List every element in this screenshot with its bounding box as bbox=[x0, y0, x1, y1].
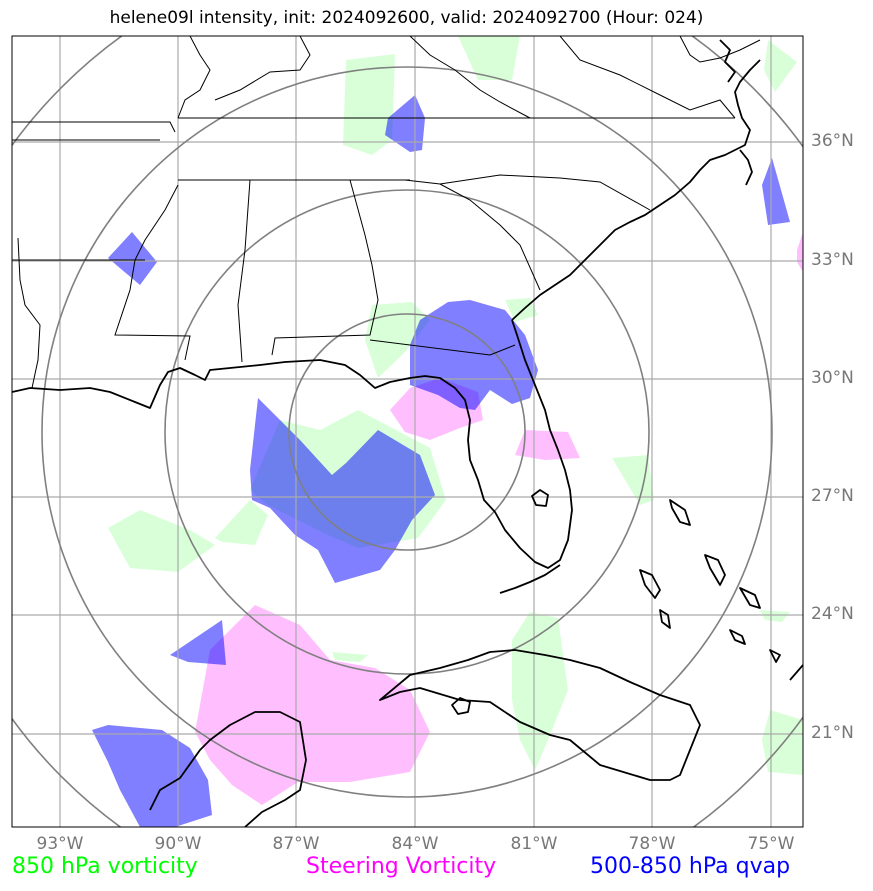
vorticity-850-patch bbox=[764, 40, 797, 92]
qvap-patch bbox=[108, 232, 157, 285]
lake-okeechobee bbox=[531, 489, 549, 507]
bahamas-island bbox=[704, 554, 726, 586]
vorticity-850-patch bbox=[343, 54, 395, 155]
qvap-layer bbox=[92, 95, 790, 827]
steering-vorticity-patch bbox=[195, 605, 430, 805]
state-border bbox=[177, 36, 211, 119]
state-border bbox=[114, 184, 191, 361]
state-border bbox=[271, 179, 379, 356]
vorticity-850-patch bbox=[365, 302, 430, 378]
lon-label-90w: 90°W bbox=[154, 834, 202, 854]
vorticity-850-patch bbox=[215, 500, 268, 545]
lon-label-93w: 93°W bbox=[36, 834, 84, 854]
state-boundaries bbox=[12, 36, 761, 389]
legend-850-vorticity: 850 hPa vorticity bbox=[12, 854, 198, 879]
qvap-patch bbox=[762, 158, 790, 225]
bahamas-island bbox=[669, 499, 691, 526]
map-frame bbox=[11, 35, 804, 828]
state-border bbox=[559, 36, 736, 119]
qvap-patch bbox=[170, 620, 226, 665]
state-border bbox=[12, 121, 176, 133]
bahamas-island bbox=[769, 649, 781, 663]
lat-label-27n: 27°N bbox=[811, 486, 854, 506]
bahamas-island bbox=[729, 629, 746, 645]
lat-label-33n: 33°N bbox=[811, 250, 854, 270]
isle-of-youth bbox=[451, 697, 471, 715]
coastlines bbox=[12, 39, 803, 827]
steering-vorticity-patch bbox=[515, 430, 580, 460]
lon-label-81w: 81°W bbox=[510, 834, 558, 854]
qvap-patch bbox=[410, 300, 538, 410]
state-border bbox=[404, 174, 651, 211]
lat-label-30n: 30°N bbox=[811, 368, 854, 388]
vorticity-850-patch bbox=[612, 455, 654, 505]
lat-label-21n: 21°N bbox=[811, 723, 854, 743]
bahamas-island bbox=[659, 609, 671, 629]
state-border bbox=[679, 36, 761, 63]
vorticity-850-patch bbox=[762, 710, 803, 775]
state-border bbox=[237, 179, 251, 363]
legend-steering-vorticity: Steering Vorticity bbox=[306, 854, 497, 879]
state-border bbox=[17, 237, 41, 389]
vorticity-850-patch bbox=[760, 610, 790, 622]
steering-vorticity-patch bbox=[797, 232, 803, 272]
outer-banks bbox=[739, 149, 753, 186]
range-ring bbox=[164, 189, 650, 675]
yucatan-coast bbox=[149, 711, 307, 827]
vorticity-850-patch bbox=[108, 510, 215, 572]
hispaniola-coast bbox=[789, 664, 803, 681]
state-border bbox=[409, 36, 531, 119]
state-border bbox=[439, 183, 541, 291]
range-ring bbox=[41, 66, 773, 798]
vorticity-850-patch bbox=[512, 612, 568, 770]
lon-label-87w: 87°W bbox=[272, 834, 320, 854]
florida-keys bbox=[499, 564, 561, 594]
lon-label-78w: 78°W bbox=[628, 834, 676, 854]
lon-label-75w: 75°W bbox=[747, 834, 795, 854]
lon-label-84w: 84°W bbox=[391, 834, 439, 854]
qvap-patch bbox=[92, 725, 212, 827]
range-ring bbox=[288, 313, 526, 551]
bahamas-island bbox=[639, 569, 661, 599]
lat-label-24n: 24°N bbox=[811, 604, 854, 624]
state-border bbox=[214, 36, 311, 101]
vorticity-850-patch bbox=[458, 36, 520, 80]
lat-label-36n: 36°N bbox=[811, 131, 854, 151]
atlantic-coast bbox=[511, 59, 761, 321]
legend-qvap: 500-850 hPa qvap bbox=[590, 854, 791, 879]
cuba-coast bbox=[379, 649, 701, 781]
state-border bbox=[369, 339, 516, 356]
chesapeake-bay bbox=[719, 39, 736, 83]
bahamas-island bbox=[739, 587, 761, 609]
graticule bbox=[12, 36, 803, 827]
gulf-coast bbox=[12, 319, 573, 569]
map-title: helene09l intensity, init: 2024092600, v… bbox=[109, 8, 704, 28]
vorticity-850-patch bbox=[332, 652, 368, 662]
